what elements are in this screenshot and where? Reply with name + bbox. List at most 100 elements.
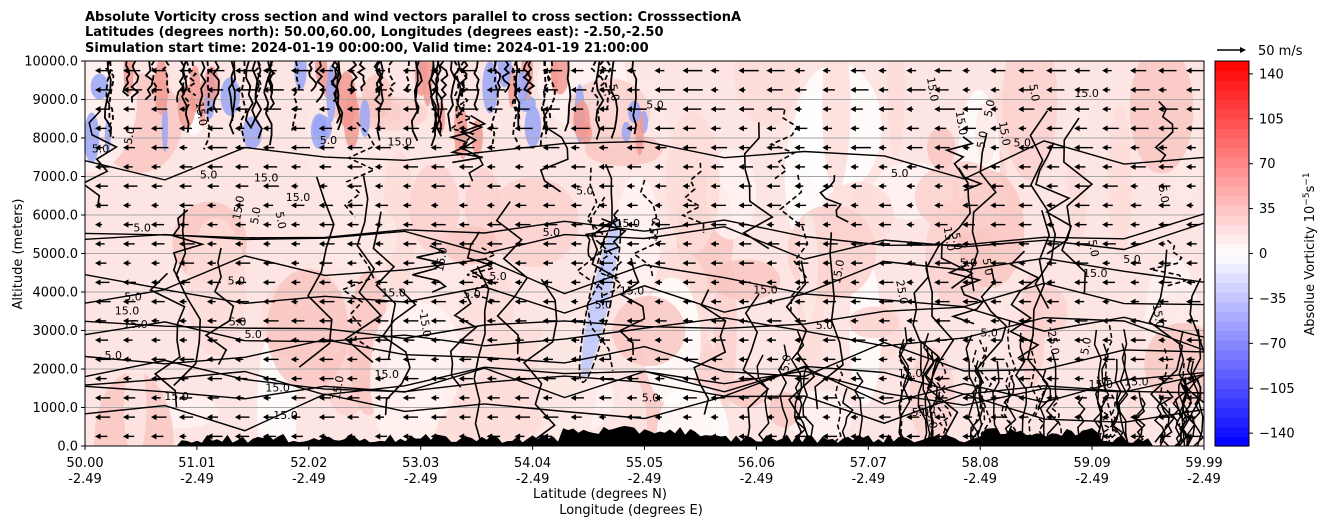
- wind-vectors: [95, 67, 1204, 440]
- contour-label: 15.0: [1124, 376, 1149, 389]
- wind-vector: [374, 106, 392, 113]
- wind-vector: [1186, 298, 1201, 305]
- wind-vector: [626, 183, 635, 190]
- wind-vector: [878, 183, 887, 190]
- wind-vector: [906, 106, 914, 113]
- wind-vector: [850, 125, 860, 132]
- wind-vector: [402, 394, 416, 401]
- wind-vector: [822, 67, 831, 74]
- wind-vector: [318, 279, 331, 286]
- wind-vector: [626, 240, 639, 247]
- wind-vector: [766, 356, 779, 363]
- wind-vector: [626, 144, 645, 151]
- wind-vector: [430, 337, 440, 344]
- wind-vector: [318, 240, 335, 247]
- wind-vector: [990, 125, 1001, 132]
- field-patch: [822, 61, 851, 192]
- wind-vector: [234, 394, 245, 401]
- wind-vector: [878, 356, 888, 363]
- wind-vector: [654, 298, 664, 305]
- wind-vector: [234, 106, 250, 113]
- wind-vector: [206, 163, 223, 170]
- contour-line: [578, 217, 622, 383]
- x-tick-label-lon: -2.49: [851, 472, 885, 487]
- wind-vector: [682, 202, 696, 209]
- wind-vector: [318, 337, 334, 344]
- wind-vector: [458, 144, 475, 151]
- wind-vector: [1158, 144, 1168, 151]
- wind-vector: [458, 221, 470, 228]
- x-tick-label-lon: -2.49: [1187, 472, 1221, 487]
- wind-vector: [458, 86, 480, 93]
- wind-vector: [514, 337, 524, 344]
- wind-vector: [402, 106, 417, 113]
- wind-vector: [934, 221, 948, 228]
- colorbar-band: [1215, 99, 1249, 110]
- wind-vector: [402, 67, 416, 74]
- contour-line: [742, 293, 770, 446]
- wind-vector: [766, 337, 777, 344]
- wind-vector: [95, 337, 109, 344]
- wind-vector: [570, 163, 586, 170]
- wind-vector: [206, 433, 223, 440]
- wind-vector: [178, 279, 191, 286]
- wind-vector: [1102, 279, 1115, 286]
- wind-vector: [654, 86, 675, 93]
- wind-vector: [654, 356, 669, 363]
- wind-vector: [906, 298, 917, 305]
- contour-line: [435, 61, 443, 134]
- wind-vector: [1158, 337, 1166, 344]
- wind-vector: [542, 317, 558, 324]
- colorbar-band: [1215, 282, 1249, 293]
- wind-vector: [570, 279, 581, 286]
- colorbar-band: [1215, 311, 1249, 322]
- wind-vector: [374, 298, 388, 305]
- wind-vector: [766, 394, 780, 401]
- wind-vector: [514, 260, 527, 267]
- wind-vector: [1102, 221, 1113, 228]
- wind-vector: [122, 67, 141, 74]
- wind-vector: [598, 279, 615, 286]
- contour-line: [381, 288, 417, 416]
- contour-line: [912, 261, 939, 389]
- contour-label: 5.0: [104, 349, 122, 362]
- contour-line: [85, 109, 119, 208]
- colorbar-band: [1215, 292, 1249, 303]
- wind-vector: [178, 337, 187, 344]
- contour-line: [171, 209, 205, 280]
- wind-vector: [1186, 240, 1197, 247]
- colorbar-band: [1215, 359, 1249, 370]
- contour-label: -15.0: [416, 308, 434, 338]
- wind-vector: [206, 202, 216, 209]
- y-tick-label: 3000.0: [33, 324, 79, 339]
- contour-label: 15.0: [830, 259, 847, 285]
- contour-line: [405, 61, 410, 93]
- wind-vector: [626, 298, 635, 305]
- wind-vector: [710, 67, 720, 74]
- wind-vector: [878, 163, 888, 170]
- wind-vector: [794, 106, 802, 113]
- wind-vector: [962, 86, 970, 93]
- wind-vector: [262, 163, 278, 170]
- contour-label: 5.0: [248, 206, 264, 225]
- wind-vector: [206, 298, 216, 305]
- wind-vector: [598, 414, 606, 421]
- wind-vector: [95, 260, 107, 267]
- contour-line: [1103, 324, 1114, 446]
- wind-vector: [178, 67, 193, 74]
- wind-vector: [150, 337, 161, 344]
- x-axis: 50.00-2.4951.01-2.4952.02-2.4953.03-2.49…: [66, 446, 1223, 487]
- wind-vector: [906, 144, 923, 151]
- wind-vector: [794, 86, 807, 93]
- wind-vector: [822, 240, 838, 247]
- wind-vector: [1074, 125, 1088, 132]
- contour-line: [1097, 397, 1112, 446]
- wind-vector: [262, 356, 279, 363]
- field-patch: [1144, 322, 1204, 406]
- wind-vector: [346, 279, 359, 286]
- wind-vector: [822, 144, 832, 151]
- contour-line: [466, 247, 499, 303]
- colorbar-band: [1215, 340, 1249, 351]
- wind-vector: [150, 356, 166, 363]
- wind-vector: [654, 240, 666, 247]
